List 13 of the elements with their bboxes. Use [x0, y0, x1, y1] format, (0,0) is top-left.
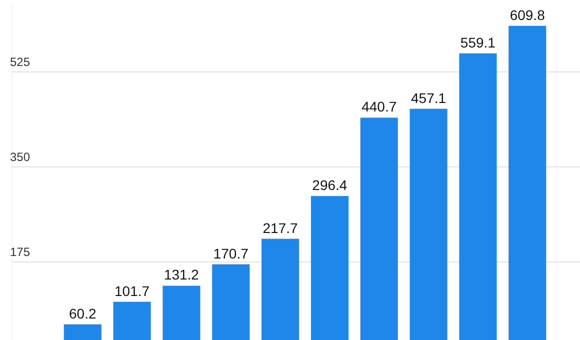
data-label: 296.4 [312, 177, 348, 194]
y-tick-label: 175 [10, 244, 30, 259]
data-label: 457.1 [411, 90, 446, 106]
data-label: 609.8 [510, 6, 546, 23]
data-label: 559.1 [460, 34, 496, 50]
data-label: 131.2 [164, 266, 200, 283]
data-label: 217.7 [262, 220, 298, 236]
data-label: 60.2 [69, 305, 96, 322]
data-label: 101.7 [114, 282, 150, 299]
data-label: 170.7 [213, 245, 249, 262]
y-tick-label: 350 [10, 150, 30, 164]
y-tick-label: 525 [10, 54, 30, 69]
data-label: 440.7 [362, 98, 397, 115]
